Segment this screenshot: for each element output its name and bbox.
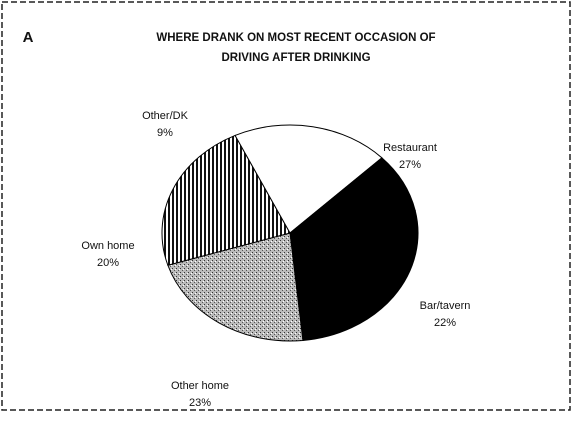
slice-value-label: 22% xyxy=(434,317,456,329)
pie-slice xyxy=(289,209,419,341)
chart-title: DRIVING AFTER DRINKING xyxy=(221,52,370,64)
pie-slice xyxy=(161,134,291,266)
slice-label: Other/DK xyxy=(142,110,189,122)
slice-value-label: 23% xyxy=(189,397,211,409)
pie-slice xyxy=(234,124,383,234)
slice-label: Bar/tavern xyxy=(420,300,471,312)
slice-value-label: 27% xyxy=(399,159,421,171)
slice-label: Own home xyxy=(81,240,134,252)
slice-value-label: 20% xyxy=(97,257,119,269)
frame xyxy=(1,1,571,411)
chart-title: WHERE DRANK ON MOST RECENT OCCASION OF xyxy=(156,32,435,44)
slice-label: Restaurant xyxy=(383,142,437,154)
panel-label: A xyxy=(23,29,34,46)
pie-slice xyxy=(288,157,416,234)
slice-value-label: 9% xyxy=(157,127,173,139)
pie-slice xyxy=(167,232,304,342)
slice-label: Other home xyxy=(171,380,229,392)
